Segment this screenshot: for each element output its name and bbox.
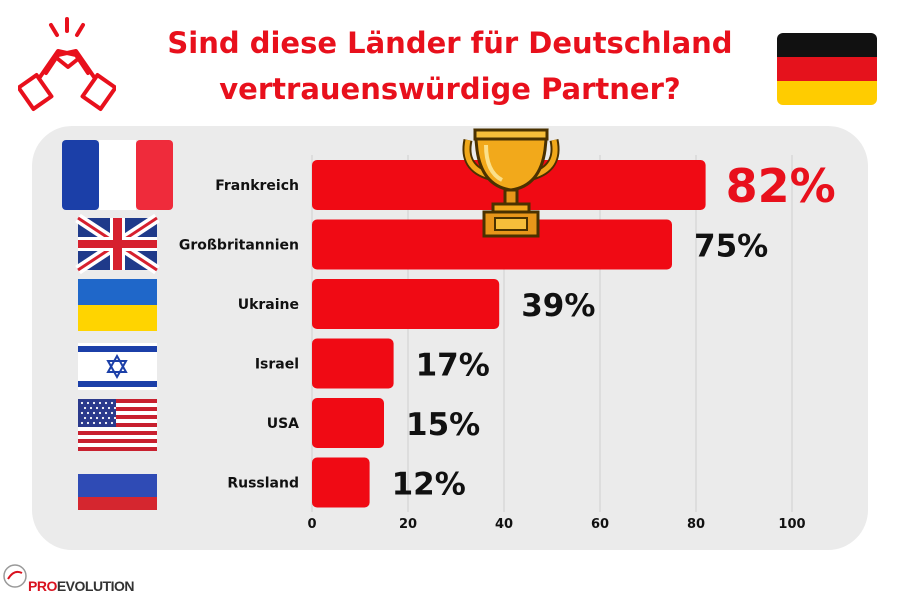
us-flag-star [101,406,105,410]
us-flag-star [104,421,108,425]
us-flag-star [86,411,90,415]
bar [312,279,500,329]
us-flag-star [107,406,111,410]
handshake-icon [18,17,116,111]
value-labels: 82% 75% 39% 17% 15% 12% [392,159,836,503]
us-flag-stripe [78,423,157,427]
title-line-1: Sind diese Länder für Deutschland [167,26,733,60]
us-flag-star [89,416,93,420]
value-label: 82% [726,159,836,213]
x-tick-label: 100 [778,517,805,532]
category-labels: Frankreich Großbritannien Ukraine Israel USA… [179,178,299,492]
bar [312,219,672,270]
uk-flag [75,213,160,275]
us-flag-star [95,406,99,410]
proevolution-logo-icon [3,564,27,588]
us-flag-star [110,411,114,415]
us-flag-star [80,411,84,415]
value-label: 17% [416,348,490,384]
us-flag-star [95,416,99,420]
us-flag-star [113,406,117,410]
us-flag-stripe [78,407,157,411]
us-flag-star [89,406,93,410]
category-label: Israel [255,357,299,373]
category-label: Ukraine [238,297,299,313]
us-flag-star [86,401,90,405]
us-flag-star [92,411,96,415]
us-flag-star [110,401,114,405]
us-flag-star [98,421,102,425]
bar [312,457,370,508]
x-tick-label: 20 [399,517,417,532]
chart-title: Sind diese Länder für Deutschland vertra… [120,20,780,112]
x-tick-label: 80 [687,517,705,532]
us-flag-star [104,411,108,415]
us-flag-star [86,421,90,425]
germany-flag [777,33,877,105]
brand-logo: PROEVOLUTION [28,578,135,594]
us-flag-star [98,401,102,405]
us-flag-stripe [78,399,157,403]
bar [312,338,394,389]
us-flag-star [107,416,111,420]
brand-logo-pro: PRO [28,578,57,594]
us-flag-stripe [78,431,157,435]
value-label: 15% [406,407,480,443]
category-label: Großbritannien [179,238,299,254]
trophy-icon [462,128,560,238]
us-flag-stripe [78,415,157,419]
us-flag-star [113,416,117,420]
x-tick-label: 0 [307,517,316,532]
category-label: Russland [227,476,299,492]
israel-flag [78,343,157,390]
us-flag-star [83,406,87,410]
value-label: 39% [521,288,595,324]
ukraine-flag [78,279,157,331]
us-flag-star [98,411,102,415]
russia-flag [78,474,157,510]
x-tick-label: 60 [591,517,609,532]
category-label: USA [267,416,299,432]
value-label: 75% [694,229,768,265]
us-flag-star [92,421,96,425]
france-flag [62,140,173,210]
value-label: 12% [392,467,466,503]
us-flag-star [80,421,84,425]
us-flag-star [101,416,105,420]
us-flag-star [92,401,96,405]
bar [312,398,384,448]
us-flag-stripe [78,447,157,451]
us-flag-star [104,401,108,405]
brand-logo-evolution: EVOLUTION [56,578,135,594]
us-flag-star [110,421,114,425]
x-tick-label: 40 [495,517,513,532]
us-flag-star [83,416,87,420]
us-flag-star [80,401,84,405]
us-flag-stripe [78,439,157,443]
usa-flag [78,399,157,451]
x-tick-labels: 0 20 40 60 80 100 [307,517,805,532]
category-label: Frankreich [215,178,299,194]
title-line-2: vertrauenswürdige Partner? [219,72,681,106]
